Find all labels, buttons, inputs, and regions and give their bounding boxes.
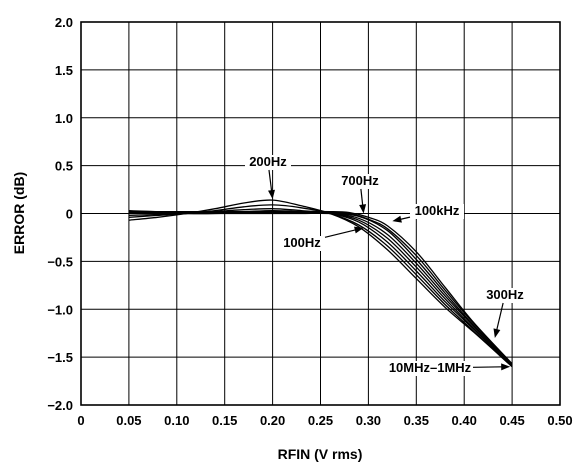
annotation-label-bg (482, 288, 528, 303)
x-tick-label: 0.20 (260, 413, 285, 428)
y-tick-label: 0 (66, 207, 73, 222)
annotation-leader-line (495, 302, 504, 332)
annotation-label: 100Hz (283, 235, 321, 250)
y-tick-label: −1.0 (47, 302, 73, 317)
x-tick-label: 0.05 (116, 413, 141, 428)
annotation-leader-line (324, 228, 357, 238)
series-lines (128, 199, 513, 368)
annotation-label-bg (387, 361, 473, 376)
series-line (128, 209, 513, 365)
x-axis-label: RFIN (V rms) (278, 446, 363, 462)
x-tick-label: 0.25 (308, 413, 333, 428)
annotation-label-bg (410, 204, 464, 219)
y-tick-label: 1.0 (55, 111, 73, 126)
y-tick-label: 1.5 (55, 63, 73, 78)
annotation-arrowhead (493, 328, 501, 338)
annotation-label-bg (245, 155, 291, 170)
annotation-label: 10MHz–1MHz (389, 360, 472, 375)
annotation-leader-line (360, 188, 364, 207)
annotation-arrowhead (392, 215, 402, 223)
annotation-arrowhead (501, 363, 511, 371)
y-tick-label: 0.5 (55, 159, 73, 174)
x-tick-label: 0.15 (212, 413, 237, 428)
y-tick-label: −0.5 (47, 254, 73, 269)
y-tick-labels: 2.0 1.5 1.0 0.5 0 −0.5 −1.0 −1.5 −2.0 (47, 15, 73, 413)
annotation-label: 200Hz (249, 154, 287, 169)
annotation-label-bg (279, 236, 325, 251)
annotation-label: 300Hz (486, 287, 524, 302)
series-line (128, 210, 513, 366)
x-tick-label: 0 (77, 413, 84, 428)
y-tick-label: −1.5 (47, 350, 73, 365)
annotation-label: 100kHz (415, 203, 460, 218)
annotation-label: 700Hz (341, 173, 379, 188)
x-tick-label: 0.35 (404, 413, 429, 428)
annotation-label-bg (337, 174, 383, 189)
x-tick-label: 0.45 (499, 413, 524, 428)
y-tick-label: 2.0 (55, 15, 73, 30)
annotation-arrowhead (268, 189, 275, 200)
y-axis-label: ERROR (dB) (11, 172, 27, 254)
annotation-arrowhead (359, 204, 367, 214)
annotations: 200Hz 700Hz 100kHz 100Hz 300Hz 10MHz–1MHz (245, 154, 528, 376)
plot-frame (80, 21, 561, 406)
annotation-arrowhead (354, 226, 364, 234)
x-tick-label: 0.10 (164, 413, 189, 428)
series-line (128, 210, 513, 365)
x-tick-label: 0.40 (452, 413, 477, 428)
annotation-leader-line (268, 169, 273, 193)
x-tick-labels: 0 0.05 0.10 0.15 0.20 0.25 0.30 0.35 0.40 0.45 0.5… (77, 413, 572, 428)
y-tick-label: −2.0 (47, 398, 73, 413)
x-tick-label: 0.30 (356, 413, 381, 428)
x-tick-label: 0.50 (547, 413, 572, 428)
